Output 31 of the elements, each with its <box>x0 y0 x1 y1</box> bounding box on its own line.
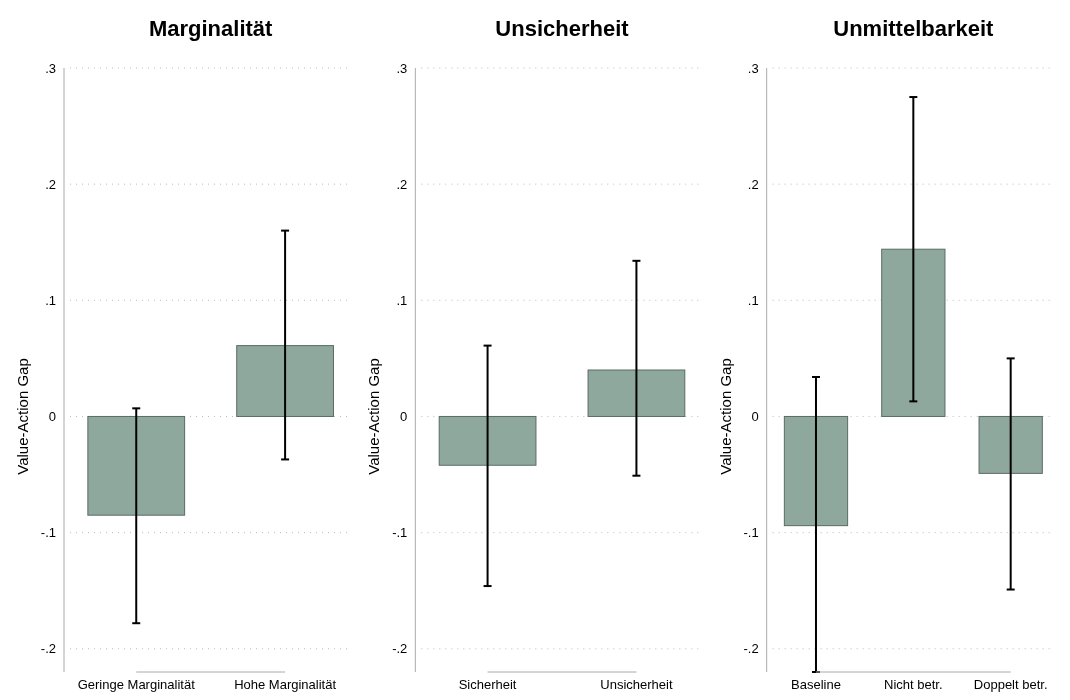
y-axis-title: Value-Action Gap <box>14 358 31 475</box>
y-tick-label: .3 <box>396 60 408 76</box>
x-tick-label: Nicht betr. <box>884 677 943 692</box>
y-tick-label: -.2 <box>40 641 56 657</box>
y-tick-label: .3 <box>45 60 56 76</box>
y-tick-label: .2 <box>45 176 56 192</box>
y-tick-label: 0 <box>751 409 759 425</box>
y-tick-label: -.2 <box>392 641 408 657</box>
x-tick-label: Baseline <box>791 677 841 692</box>
y-tick-label: 0 <box>400 409 408 425</box>
x-tick-label: Doppelt betr. <box>973 677 1048 692</box>
x-tick-label: Sicherheit <box>458 677 517 692</box>
y-tick-label: .1 <box>396 292 408 308</box>
y-axis-title: Value-Action Gap <box>716 358 734 475</box>
y-tick-label: .1 <box>45 292 56 308</box>
y-axis-title: Value-Action Gap <box>365 358 383 475</box>
y-tick-label: .2 <box>747 176 759 192</box>
y-tick-label: -.1 <box>40 525 56 541</box>
chart-title: Marginalität <box>148 16 274 41</box>
y-tick-label: -.1 <box>392 525 408 541</box>
x-tick-label: Hohe Marginalität <box>234 677 337 692</box>
y-tick-label: .2 <box>396 176 408 192</box>
x-tick-label: Unsicherheit <box>600 677 673 692</box>
x-tick-label: Geringe Marginalität <box>77 677 196 692</box>
y-tick-label: -.1 <box>743 525 759 541</box>
chart-title: Unmittelbarkeit <box>833 16 995 41</box>
y-tick-label: 0 <box>48 409 56 425</box>
y-tick-label: .3 <box>747 60 759 76</box>
y-tick-label: -.2 <box>743 641 759 657</box>
chart-title: Unsicherheit <box>495 16 630 41</box>
y-tick-label: .1 <box>747 292 759 308</box>
